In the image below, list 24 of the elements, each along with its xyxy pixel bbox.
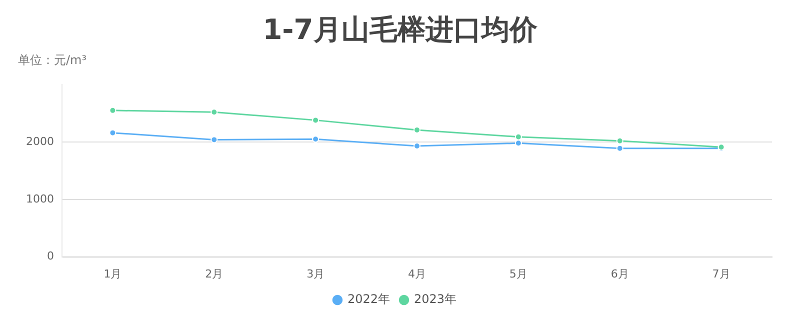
point xyxy=(514,133,522,140)
x-tick-label: 6月 xyxy=(610,267,629,280)
point xyxy=(210,108,218,116)
point xyxy=(210,136,218,144)
point xyxy=(514,140,522,147)
point xyxy=(312,136,320,143)
chart-title: 1-7月山毛榉进口均价 xyxy=(262,12,538,48)
y-tick-label: 2000 xyxy=(26,134,54,148)
point xyxy=(109,106,116,114)
legend-label: 2023年 xyxy=(414,292,457,306)
x-tick-label: 1月 xyxy=(104,267,122,280)
chart-subtitle: 单位：元/m³ xyxy=(17,52,88,69)
point xyxy=(616,137,624,144)
legend-label: 2022年 xyxy=(347,292,390,306)
point xyxy=(109,129,116,136)
x-tick-label: 3月 xyxy=(306,267,325,280)
point xyxy=(312,116,320,124)
x-tick-label: 2月 xyxy=(205,267,224,280)
point xyxy=(616,144,624,152)
x-tick-label: 5月 xyxy=(509,267,528,280)
x-tick-label: 4月 xyxy=(408,267,426,280)
y-tick-label: 0 xyxy=(46,250,54,263)
y-tick-label: 1000 xyxy=(26,192,54,206)
x-tick-label: 7月 xyxy=(712,267,730,280)
